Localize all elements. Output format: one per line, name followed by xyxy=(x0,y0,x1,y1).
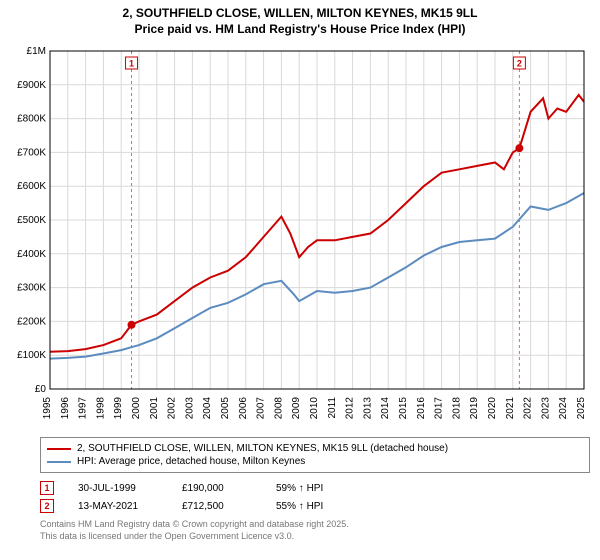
svg-text:1997: 1997 xyxy=(78,397,89,420)
transaction-marker: 2 xyxy=(40,499,54,513)
svg-text:£1M: £1M xyxy=(27,46,46,57)
svg-text:2018: 2018 xyxy=(451,397,462,420)
svg-text:2012: 2012 xyxy=(345,397,356,420)
svg-text:2015: 2015 xyxy=(398,397,409,420)
svg-text:2007: 2007 xyxy=(256,397,267,420)
transaction-delta: 55% ↑ HPI xyxy=(276,501,356,512)
svg-text:2010: 2010 xyxy=(309,397,320,420)
legend-swatch xyxy=(47,448,71,450)
svg-text:2024: 2024 xyxy=(558,397,569,420)
svg-text:2022: 2022 xyxy=(523,397,534,420)
svg-text:2020: 2020 xyxy=(487,397,498,420)
svg-text:2016: 2016 xyxy=(416,397,427,420)
attribution-line-1: Contains HM Land Registry data © Crown c… xyxy=(40,519,590,531)
svg-text:£400K: £400K xyxy=(17,249,46,260)
svg-text:2023: 2023 xyxy=(540,397,551,420)
svg-text:2006: 2006 xyxy=(238,397,249,420)
svg-text:2014: 2014 xyxy=(380,397,391,420)
transaction-price: £712,500 xyxy=(182,501,252,512)
svg-text:2011: 2011 xyxy=(327,397,338,419)
legend-box: 2, SOUTHFIELD CLOSE, WILLEN, MILTON KEYN… xyxy=(40,437,590,473)
svg-text:2005: 2005 xyxy=(220,397,231,420)
svg-text:2008: 2008 xyxy=(273,397,284,420)
legend-item: 2, SOUTHFIELD CLOSE, WILLEN, MILTON KEYN… xyxy=(47,442,583,455)
svg-text:2021: 2021 xyxy=(505,397,516,420)
legend-label: 2, SOUTHFIELD CLOSE, WILLEN, MILTON KEYN… xyxy=(77,443,448,454)
transaction-date: 13-MAY-2021 xyxy=(78,501,158,512)
svg-text:1999: 1999 xyxy=(113,397,124,420)
svg-text:2017: 2017 xyxy=(434,397,445,420)
svg-text:2019: 2019 xyxy=(469,397,480,420)
svg-text:1996: 1996 xyxy=(60,397,71,420)
transaction-delta: 59% ↑ HPI xyxy=(276,483,356,494)
attribution: Contains HM Land Registry data © Crown c… xyxy=(40,519,590,542)
svg-text:£800K: £800K xyxy=(17,114,46,125)
svg-text:2004: 2004 xyxy=(202,397,213,420)
svg-text:1998: 1998 xyxy=(95,397,106,420)
svg-text:£900K: £900K xyxy=(17,80,46,91)
transaction-table: 1 30-JUL-1999 £190,000 59% ↑ HPI 2 13-MAY-202… xyxy=(40,479,590,515)
svg-text:2013: 2013 xyxy=(362,397,373,420)
transaction-price: £190,000 xyxy=(182,483,252,494)
svg-text:1: 1 xyxy=(129,59,134,69)
svg-text:£600K: £600K xyxy=(17,181,46,192)
legend-label: HPI: Average price, detached house, Milt… xyxy=(77,456,305,467)
svg-text:£200K: £200K xyxy=(17,317,46,328)
svg-text:2001: 2001 xyxy=(149,397,160,420)
svg-text:£0: £0 xyxy=(35,384,47,395)
svg-text:2002: 2002 xyxy=(167,397,178,420)
chart-title-block: 2, SOUTHFIELD CLOSE, WILLEN, MILTON KEYN… xyxy=(0,0,600,39)
svg-text:£300K: £300K xyxy=(17,283,46,294)
svg-text:£500K: £500K xyxy=(17,215,46,226)
svg-text:2003: 2003 xyxy=(184,397,195,420)
svg-text:2009: 2009 xyxy=(291,397,302,420)
svg-text:2025: 2025 xyxy=(576,397,587,420)
attribution-line-2: This data is licensed under the Open Gov… xyxy=(40,531,590,543)
svg-text:£100K: £100K xyxy=(17,350,46,361)
transaction-row: 1 30-JUL-1999 £190,000 59% ↑ HPI xyxy=(40,479,590,497)
transaction-row: 2 13-MAY-2021 £712,500 55% ↑ HPI xyxy=(40,497,590,515)
title-line-1: 2, SOUTHFIELD CLOSE, WILLEN, MILTON KEYN… xyxy=(0,6,600,22)
svg-text:2: 2 xyxy=(517,59,522,69)
transaction-date: 30-JUL-1999 xyxy=(78,483,158,494)
svg-text:2000: 2000 xyxy=(131,397,142,420)
title-line-2: Price paid vs. HM Land Registry's House … xyxy=(0,22,600,38)
legend-swatch xyxy=(47,461,71,463)
line-chart: £0 £100K £200K £300K £400K £500K £600K £700K £80… xyxy=(8,43,592,433)
legend-item: HPI: Average price, detached house, Milt… xyxy=(47,455,583,468)
chart-area: £0 £100K £200K £300K £400K £500K £600K £700K £80… xyxy=(8,43,592,433)
transaction-marker: 1 xyxy=(40,481,54,495)
svg-text:1995: 1995 xyxy=(42,397,53,420)
svg-text:£700K: £700K xyxy=(17,148,46,159)
